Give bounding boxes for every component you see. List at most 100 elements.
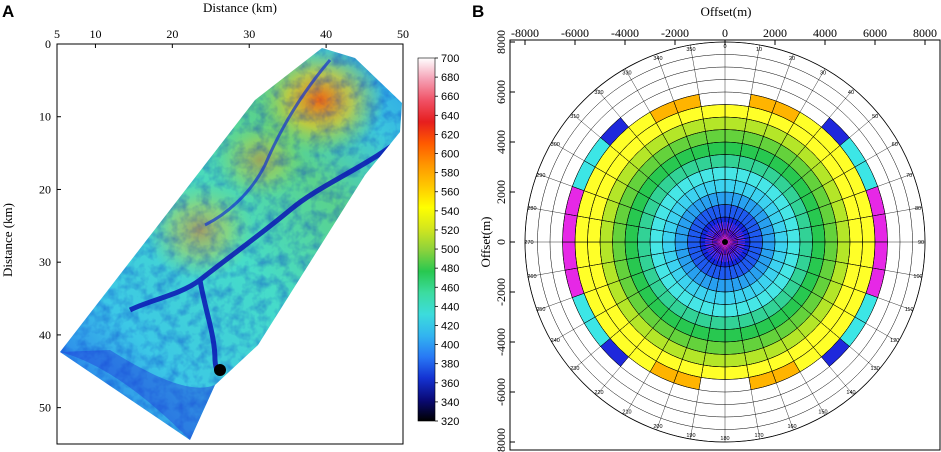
colorbar-tick-label: 400: [441, 340, 459, 352]
rose-spoke: [724, 241, 922, 277]
rose-azimuth-label: 140: [846, 390, 855, 396]
rose-cell: [624, 241, 640, 260]
rose-center-line: [705, 236, 726, 243]
rose-spoke: [724, 241, 794, 431]
rose-spoke: [624, 68, 726, 243]
panel-b-x-tick-label: 0: [722, 26, 728, 40]
panel-b-y-tick-label: 6000: [494, 80, 508, 104]
panel-a-y-tick-label: 20: [39, 182, 51, 196]
rose-cell: [724, 104, 750, 120]
rose-center-line: [724, 236, 745, 243]
rose-azimuth-label: 270: [524, 240, 533, 246]
rose-center-line: [724, 241, 740, 257]
colorbar-tick-label: 340: [441, 397, 459, 409]
colorbar-tick-label: 500: [441, 244, 459, 256]
panel-a-y-tick-label: 40: [39, 328, 51, 342]
colorbar-tick-label: 620: [441, 129, 459, 141]
rose-center-line: [724, 229, 742, 243]
colorbar-tick-label: 540: [441, 206, 459, 218]
rose-azimuth-label: 200: [653, 424, 662, 430]
rose-spoke: [551, 141, 726, 243]
rose-cell: [724, 352, 747, 368]
panel-a-y-tick-label: 10: [39, 110, 51, 124]
rose-center-line: [705, 241, 726, 245]
rose-azimuth-label: 0: [723, 44, 726, 50]
rose-cell: [724, 154, 741, 169]
colorbar-tick-label: 700: [441, 53, 459, 65]
rose-cell: [707, 327, 726, 343]
rose-azimuth-label: 100: [913, 274, 922, 280]
rose-azimuth-label: 30: [820, 70, 826, 76]
rose-center-line: [722, 241, 726, 262]
rose-spoke: [596, 88, 726, 243]
panel-b-y-tick-label: -6000: [494, 378, 508, 406]
panel-a-x-tick-label: 10: [89, 27, 101, 41]
rose-cell: [709, 315, 726, 330]
rose-cell: [637, 226, 652, 243]
panel-b-y-tick-label: 0: [494, 239, 508, 245]
rose-center-line: [706, 241, 726, 250]
colorbar-tick-label: 460: [441, 282, 459, 294]
colorbar-tick-label: 520: [441, 225, 459, 237]
panel-b-x-axis-title: Offset(m): [700, 4, 751, 19]
rose-spoke: [656, 241, 726, 431]
panel-b-x-tick-label: -4000: [611, 26, 639, 40]
panel-b-x-tick-label: 2000: [763, 26, 787, 40]
rose-cell: [847, 241, 863, 267]
colorbar-tick-label: 320: [441, 416, 459, 428]
rose-center-line: [708, 241, 726, 255]
rose-azimuth-label: 180: [720, 436, 729, 442]
rose-center-line: [724, 241, 733, 261]
rose-center-line: [724, 234, 744, 243]
rose-cell: [587, 241, 603, 267]
panel-b-x-tick-label: -2000: [661, 26, 689, 40]
rose-spoke: [536, 173, 726, 243]
panel-b-x-tick-label: 6000: [863, 26, 887, 40]
panel-a-x-tick-label: 50: [397, 27, 409, 41]
rose-center-line: [705, 241, 726, 248]
rose-center-line: [707, 241, 726, 253]
rose-center-line: [724, 241, 736, 260]
rose-spoke: [724, 241, 854, 396]
colorbar-tick-label: 440: [441, 301, 459, 313]
rose-center-line: [707, 231, 726, 243]
rose-center-line: [710, 241, 726, 257]
panel-b-y-tick-label: 4000: [494, 130, 508, 154]
colorbar-tick-label: 560: [441, 187, 459, 199]
rose-cell: [810, 241, 826, 260]
panel-b-y-tick-label: 2000: [494, 180, 508, 204]
rose-cell: [703, 352, 726, 368]
rose-spoke: [724, 113, 879, 243]
rose-azimuth-label: 340: [653, 56, 662, 62]
rose-cell: [724, 327, 743, 343]
rose-azimuth-label: 300: [551, 142, 560, 148]
rose-spoke: [571, 241, 726, 371]
rose-center-line: [724, 224, 736, 243]
rose-center-line: [719, 222, 726, 243]
rose-spoke: [656, 53, 726, 243]
rose-spoke: [528, 241, 726, 277]
rose-center-line: [724, 241, 745, 248]
rose-cell: [847, 217, 863, 243]
rose-azimuth-label: 310: [570, 114, 579, 120]
panel-b-y-tick-label: 8000: [494, 30, 508, 54]
panel-a-x-tick-label: 5: [54, 27, 60, 41]
rose-cell: [599, 241, 615, 264]
rose-spoke: [724, 241, 899, 343]
rose-center-line: [724, 227, 740, 243]
rose-center-line: [705, 239, 726, 243]
rose-azimuth-label: 260: [527, 274, 536, 280]
panel-a-x-tick-label: 30: [243, 27, 255, 41]
rose-azimuth-label: 110: [905, 307, 914, 313]
rose-spoke: [690, 241, 726, 439]
rose-cell: [599, 220, 615, 243]
rose-azimuth-label: 120: [890, 338, 899, 344]
rose-center-line: [710, 227, 726, 243]
rose-cell: [810, 224, 826, 243]
panel-a-x-tick-label: 20: [166, 27, 178, 41]
rose-azimuth-label: 210: [622, 410, 631, 416]
panel-b-x-tick-label: 8000: [913, 26, 937, 40]
rose-center-line: [724, 222, 728, 243]
rose-cell: [709, 154, 726, 169]
rose-cell: [724, 315, 741, 330]
